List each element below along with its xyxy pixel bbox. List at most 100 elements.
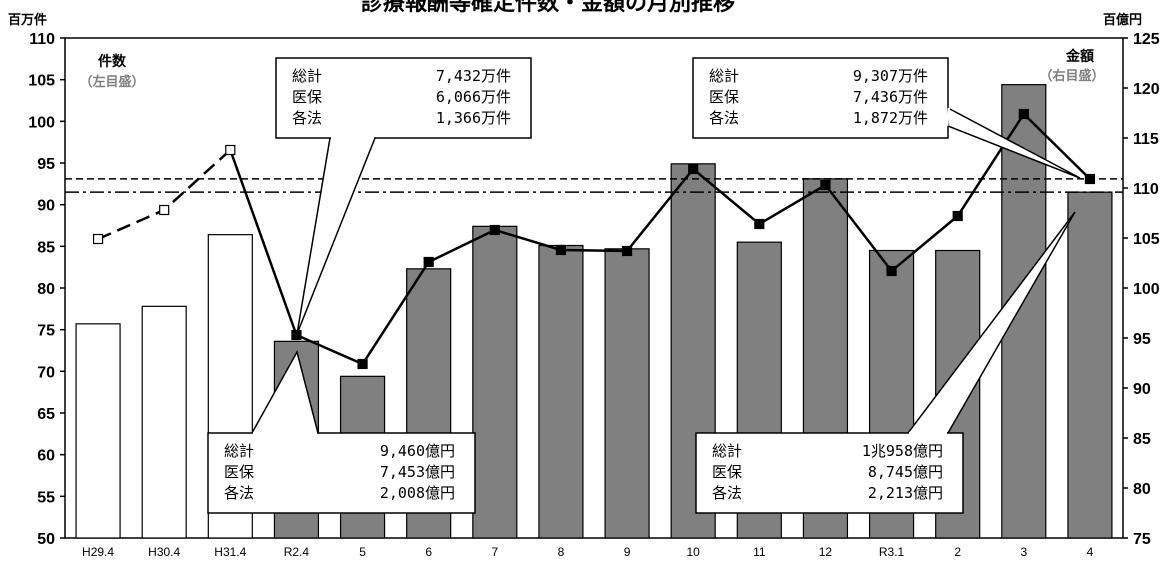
callout-label: 医保 <box>709 88 739 106</box>
right-tick-label: 95 <box>1133 331 1151 348</box>
amount-marker <box>820 179 831 191</box>
left-tick-label: 90 <box>37 198 55 215</box>
amount-marker <box>1018 108 1029 120</box>
amount-marker <box>423 256 434 268</box>
amount-marker <box>489 224 500 236</box>
callout-value: 6,066万件 <box>436 88 511 106</box>
left-tick-label: 70 <box>37 364 55 381</box>
x-tick-label: H31.4 <box>214 545 246 559</box>
callout-label: 医保 <box>224 463 254 481</box>
x-tick-label: H29.4 <box>82 545 114 559</box>
x-tick-label: R3.1 <box>879 545 905 559</box>
right-tick-label: 115 <box>1133 131 1159 148</box>
callout-value: 2,008億円 <box>380 484 455 502</box>
x-tick-label: H30.4 <box>148 545 180 559</box>
right-tick-label: 120 <box>1133 81 1160 98</box>
callout-box <box>692 57 949 139</box>
bar <box>472 225 518 539</box>
callout-value: 7,436万件 <box>853 88 928 106</box>
x-tick-label: 11 <box>753 545 766 559</box>
left-tick-label: 65 <box>37 406 55 423</box>
callout-label: 総計 <box>292 67 322 85</box>
left-tick-label: 105 <box>28 73 55 90</box>
callout-value: 9,307万件 <box>853 67 928 85</box>
left-series-name: 件数 <box>98 53 127 70</box>
callout-label: 総計 <box>712 442 742 460</box>
right-tick-label: 110 <box>1133 181 1159 198</box>
bar <box>1067 191 1113 539</box>
right-tick-label: 125 <box>1133 31 1160 48</box>
callout-label: 各法 <box>224 484 254 502</box>
left-tick-label: 100 <box>28 114 55 131</box>
x-tick-label: 12 <box>819 545 833 559</box>
amount-marker <box>688 163 699 175</box>
x-tick-label: 3 <box>1020 545 1027 559</box>
amount-marker <box>357 358 368 370</box>
right-tick-label: 100 <box>1133 281 1160 298</box>
left-tick-label: 95 <box>37 156 55 173</box>
right-tick-label: 90 <box>1133 381 1151 398</box>
left-tick-label: 110 <box>29 31 55 48</box>
amount-marker <box>159 204 170 216</box>
right-series-name: 金額 <box>1065 48 1094 65</box>
right-axis-unit: 百億円 <box>1103 12 1142 28</box>
callout-box <box>207 432 476 514</box>
amount-marker <box>555 244 567 256</box>
callout-box <box>695 432 964 514</box>
callout-label: 医保 <box>712 463 742 481</box>
plot-area: 5055606570758085909510010511075808590951… <box>28 31 1160 559</box>
x-tick-label: 4 <box>1087 545 1094 559</box>
callout-value: 2,213億円 <box>868 484 943 502</box>
x-tick-label: 2 <box>954 545 961 559</box>
amount-line <box>229 112 1091 366</box>
x-tick-label: 5 <box>359 545 366 559</box>
callout-value: 9,460億円 <box>380 442 455 460</box>
x-tick-label: 9 <box>624 545 631 559</box>
callout-label: 総計 <box>709 67 739 85</box>
x-tick-label: 8 <box>558 545 565 559</box>
callout-pointer <box>296 137 377 335</box>
x-tick-label: 6 <box>425 545 432 559</box>
callout-label: 総計 <box>224 442 254 460</box>
bar <box>75 323 121 539</box>
bar <box>141 305 187 539</box>
x-tick-label: 7 <box>491 545 498 559</box>
callout-joint <box>945 107 951 127</box>
callout-label: 各法 <box>292 109 322 127</box>
amount-marker <box>621 245 633 257</box>
amount-marker <box>754 218 765 230</box>
bar <box>604 248 650 539</box>
amount-marker <box>1084 173 1096 185</box>
amount-marker <box>291 329 302 341</box>
left-tick-label: 50 <box>37 531 55 548</box>
chart-title: 診療報酬等確定件数・金額の月別推移 <box>361 0 735 16</box>
left-tick-label: 60 <box>37 448 55 465</box>
amount-line-previous-years <box>97 149 232 241</box>
callout-value: 7,432万件 <box>436 67 511 85</box>
callout-value: 8,745億円 <box>868 463 943 481</box>
left-tick-label: 75 <box>37 323 55 340</box>
right-tick-label: 105 <box>1133 231 1160 248</box>
amount-marker <box>92 233 104 245</box>
right-tick-label: 80 <box>1133 481 1151 498</box>
callout-box <box>275 57 532 139</box>
bar <box>538 244 584 539</box>
left-axis-unit: 百万件 <box>8 12 47 28</box>
left-tick-label: 80 <box>37 281 55 298</box>
callout-pointer <box>906 211 1076 434</box>
callout-value: 1,366万件 <box>436 109 511 127</box>
amount-marker <box>886 265 897 277</box>
callout-label: 各法 <box>709 109 739 127</box>
callout-value: 7,453億円 <box>380 463 455 481</box>
right-tick-label: 75 <box>1133 531 1151 548</box>
callout-value: 1,872万件 <box>853 109 928 127</box>
callout-value: 1兆958億円 <box>862 442 943 460</box>
right-tick-label: 85 <box>1133 431 1151 448</box>
x-tick-label: R2.4 <box>284 545 310 559</box>
amount-marker <box>225 144 236 156</box>
callout-label: 各法 <box>712 484 742 502</box>
callout-label: 医保 <box>292 88 322 106</box>
left-tick-label: 85 <box>37 239 55 256</box>
x-tick-label: 10 <box>687 545 701 559</box>
